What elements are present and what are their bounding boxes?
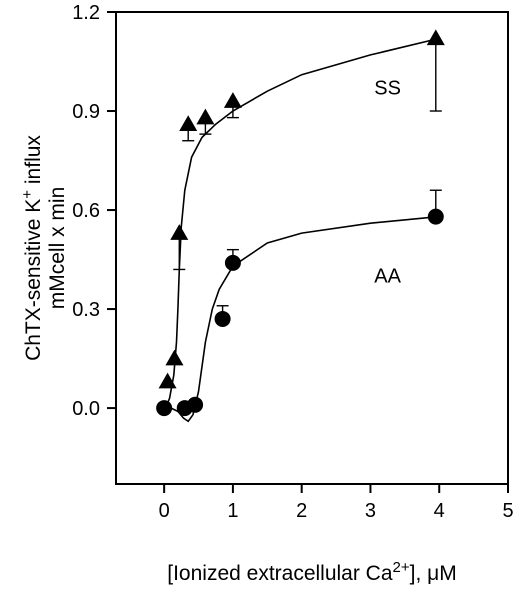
circle-marker [156,400,173,417]
circle-fit-curve [164,215,440,423]
series-label-aa: AA [374,266,401,288]
x-tick-label: 5 [502,500,513,522]
y-tick-label: 0.0 [72,398,100,420]
x-tick-label: 4 [434,500,445,522]
triangle-marker [158,372,177,389]
circle-marker [214,310,231,327]
plot-frame [115,11,509,485]
svg-text:ChTX-sensitive K+ influx: ChTX-sensitive K+ influx [19,135,45,361]
y-tick-label: 1.2 [72,2,100,24]
x-axis-ticks: 0 1 2 3 4 5 [159,484,514,522]
circle-marker [224,254,241,271]
data-markers [156,29,445,417]
y-tick-label: 0.3 [72,299,100,321]
triangle-marker [223,92,242,108]
x-tick-label: 3 [365,500,376,522]
triangle-marker [179,115,198,131]
y-tick-label: 0.9 [72,101,100,123]
triangle-marker [165,349,184,366]
series-annotations: SS AA [374,78,401,288]
triangle-marker [426,29,445,46]
x-tick-label: 2 [296,500,307,522]
error-bars [173,38,442,319]
y-tick-label: 0.6 [72,200,100,222]
y-axis-title: ChTX-sensitive K+ influx mMcell x min [19,135,69,361]
series-label-ss: SS [374,78,401,100]
y-axis-title-line2: mMcell x min [46,187,69,310]
triangle-marker [170,224,189,240]
circle-marker [187,396,204,413]
x-axis-title: [Ionized extracellular Ca2+], μM [167,559,457,585]
triangle-marker [196,108,215,125]
x-tick-label: 0 [159,500,170,522]
circle-marker [427,208,444,225]
x-tick-label: 1 [227,500,238,522]
y-axis-ticks: 0.0 0.3 0.6 0.9 1.2 [72,2,116,420]
